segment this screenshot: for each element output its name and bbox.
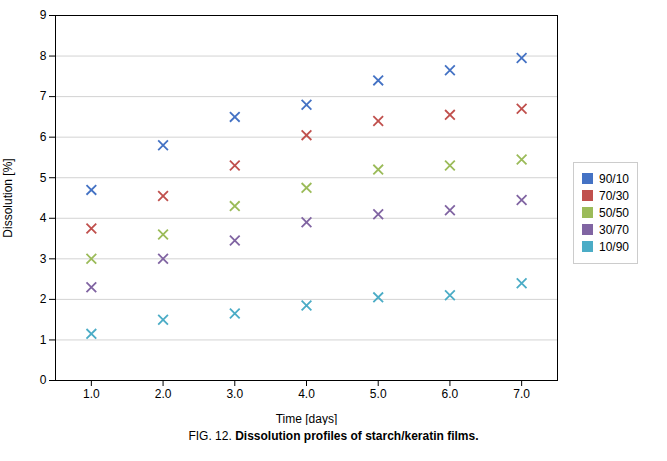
svg-text:9: 9 bbox=[40, 8, 47, 22]
svg-text:2: 2 bbox=[40, 292, 47, 306]
svg-text:3: 3 bbox=[40, 252, 47, 266]
svg-text:7: 7 bbox=[40, 89, 47, 103]
html-text:30/70: 30/70 bbox=[599, 222, 629, 237]
svg-text:6.0: 6.0 bbox=[442, 387, 459, 401]
html-text:10/90: 10/90 bbox=[599, 239, 629, 254]
html-text:90/10: 90/10 bbox=[599, 171, 629, 186]
html-text:FIG. 12. Dissolution profiles: FIG. 12. Dissolution profiles of starch/… bbox=[188, 429, 479, 443]
svg-text:2.0: 2.0 bbox=[155, 387, 172, 401]
svg-text:Time [days]: Time [days] bbox=[276, 412, 338, 426]
svg-text:1: 1 bbox=[40, 333, 47, 347]
svg-text:Dissolution [%]: Dissolution [%] bbox=[1, 158, 15, 237]
svg-text:5: 5 bbox=[40, 171, 47, 185]
svg-text:0: 0 bbox=[40, 373, 47, 387]
svg-text:1.0: 1.0 bbox=[83, 387, 100, 401]
svg-text:5.0: 5.0 bbox=[370, 387, 387, 401]
html-text:70/30: 70/30 bbox=[599, 188, 629, 203]
svg-text:4.0: 4.0 bbox=[298, 387, 315, 401]
html-text:50/50: 50/50 bbox=[599, 205, 629, 220]
svg-text:4: 4 bbox=[40, 211, 47, 225]
svg-text:3.0: 3.0 bbox=[226, 387, 243, 401]
svg-text:8: 8 bbox=[40, 49, 47, 63]
svg-text:7.0: 7.0 bbox=[513, 387, 530, 401]
svg-text:6: 6 bbox=[40, 130, 47, 144]
